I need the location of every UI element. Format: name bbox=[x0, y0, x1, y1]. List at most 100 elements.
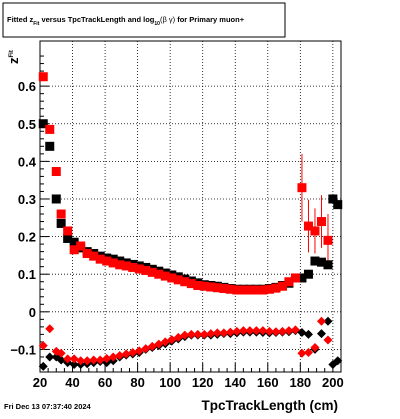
x-tick-label: 20 bbox=[33, 375, 47, 390]
data-point-diamond bbox=[180, 330, 190, 340]
x-tick-label: 80 bbox=[130, 375, 144, 390]
data-point-square bbox=[38, 72, 48, 82]
data-point-square bbox=[219, 283, 229, 293]
data-point-square bbox=[251, 285, 261, 295]
data-point-square bbox=[245, 285, 255, 295]
data-point-diamond bbox=[238, 326, 248, 336]
data-point-square bbox=[333, 200, 343, 210]
y-tick-label: 0.6 bbox=[18, 79, 36, 94]
x-tick-label: 180 bbox=[289, 375, 311, 390]
data-point-diamond bbox=[219, 328, 229, 338]
title-box: Fitted zFit versus TpcTrackLength and lo… bbox=[2, 2, 286, 38]
data-point-diamond bbox=[38, 341, 48, 351]
y-tick-label: 0.1 bbox=[18, 267, 36, 282]
data-point-diamond bbox=[63, 354, 73, 364]
data-point-diamond bbox=[69, 354, 79, 364]
data-point-diamond bbox=[284, 326, 294, 336]
data-point-diamond bbox=[277, 326, 287, 336]
data-point-diamond bbox=[76, 356, 86, 366]
data-point-square bbox=[258, 285, 268, 295]
data-point-diamond bbox=[45, 352, 55, 362]
data-point-square bbox=[69, 237, 79, 247]
data-point-diamond bbox=[303, 329, 313, 339]
data-point-square bbox=[225, 284, 235, 294]
data-point-square bbox=[297, 273, 307, 283]
x-tick-label: 120 bbox=[192, 375, 214, 390]
data-point-diamond bbox=[225, 327, 235, 337]
data-point-square bbox=[121, 261, 131, 271]
data-point-square bbox=[115, 260, 125, 270]
data-point-square bbox=[303, 269, 313, 279]
x-tick-label: 200 bbox=[322, 375, 344, 390]
data-point-diamond bbox=[303, 347, 313, 357]
data-point-diamond bbox=[258, 326, 268, 336]
y-tick-label: 0 bbox=[29, 305, 36, 320]
data-point-square bbox=[141, 265, 151, 275]
data-point-square bbox=[89, 251, 99, 261]
data-point-square bbox=[51, 167, 61, 177]
data-point-square bbox=[328, 194, 338, 204]
data-point-diamond bbox=[232, 326, 242, 336]
data-point-square bbox=[38, 119, 48, 129]
data-point-square bbox=[186, 279, 196, 289]
data-point-diamond bbox=[290, 325, 300, 335]
data-point-diamond bbox=[121, 349, 131, 359]
data-point-square bbox=[95, 254, 105, 264]
data-point-square bbox=[199, 281, 209, 291]
data-point-diamond bbox=[333, 356, 343, 366]
data-point-square bbox=[56, 218, 66, 228]
data-point-square bbox=[180, 277, 190, 287]
y-tick-label: −0.1 bbox=[10, 342, 36, 357]
data-point-square bbox=[284, 277, 294, 287]
x-tick-label: 160 bbox=[257, 375, 279, 390]
timestamp: Fri Dec 13 07:37:40 2024 bbox=[4, 402, 92, 411]
data-point-square bbox=[147, 267, 157, 277]
plot-frame bbox=[39, 40, 342, 373]
data-point-diamond bbox=[38, 361, 48, 371]
data-point-diamond bbox=[212, 328, 222, 338]
data-point-square bbox=[102, 256, 112, 266]
data-point-diamond bbox=[297, 348, 307, 358]
data-point-square bbox=[134, 264, 144, 274]
data-point-diamond bbox=[56, 355, 66, 365]
x-axis-label: TpcTrackLength (cm) bbox=[201, 398, 338, 413]
data-point-diamond bbox=[206, 329, 216, 339]
data-point-square bbox=[108, 258, 118, 268]
data-point-diamond bbox=[297, 328, 307, 338]
data-point-diamond bbox=[89, 355, 99, 365]
data-point-diamond bbox=[95, 355, 105, 365]
data-point-diamond bbox=[128, 347, 138, 357]
data-point-diamond bbox=[108, 352, 118, 362]
data-point-square bbox=[232, 285, 242, 295]
data-point-square bbox=[193, 280, 203, 290]
data-point-square bbox=[154, 269, 164, 279]
y-tick-label: 0.5 bbox=[18, 117, 36, 132]
data-point-square bbox=[310, 256, 320, 266]
title-text: Fitted zFit versus TpcTrackLength and lo… bbox=[7, 15, 245, 27]
data-point-square bbox=[277, 281, 287, 291]
data-point-diamond bbox=[323, 335, 333, 345]
data-point-square bbox=[323, 235, 333, 245]
data-point-square bbox=[128, 262, 138, 272]
data-point-diamond bbox=[45, 324, 55, 334]
data-point-square bbox=[271, 283, 281, 293]
data-point-square bbox=[316, 217, 326, 227]
x-tick-label: 100 bbox=[159, 375, 181, 390]
data-point-square bbox=[69, 245, 79, 255]
x-tick-labels: 20 40 60 80 100 120 140 160 180 200 bbox=[33, 375, 344, 390]
data-point-square bbox=[63, 226, 73, 236]
data-point-square bbox=[51, 194, 61, 204]
data-point-square bbox=[63, 233, 73, 243]
data-point-diamond bbox=[271, 327, 281, 337]
data-point-square bbox=[206, 282, 216, 292]
data-point-square bbox=[212, 283, 222, 293]
data-point-diamond bbox=[82, 356, 92, 366]
data-point-diamond bbox=[245, 326, 255, 336]
data-point-square bbox=[238, 285, 248, 295]
data-point-diamond bbox=[186, 329, 196, 339]
x-tick-label: 60 bbox=[98, 375, 112, 390]
data-point-diamond bbox=[310, 343, 320, 353]
y-tick-label: 0.4 bbox=[18, 154, 37, 169]
x-tick-label: 40 bbox=[65, 375, 79, 390]
